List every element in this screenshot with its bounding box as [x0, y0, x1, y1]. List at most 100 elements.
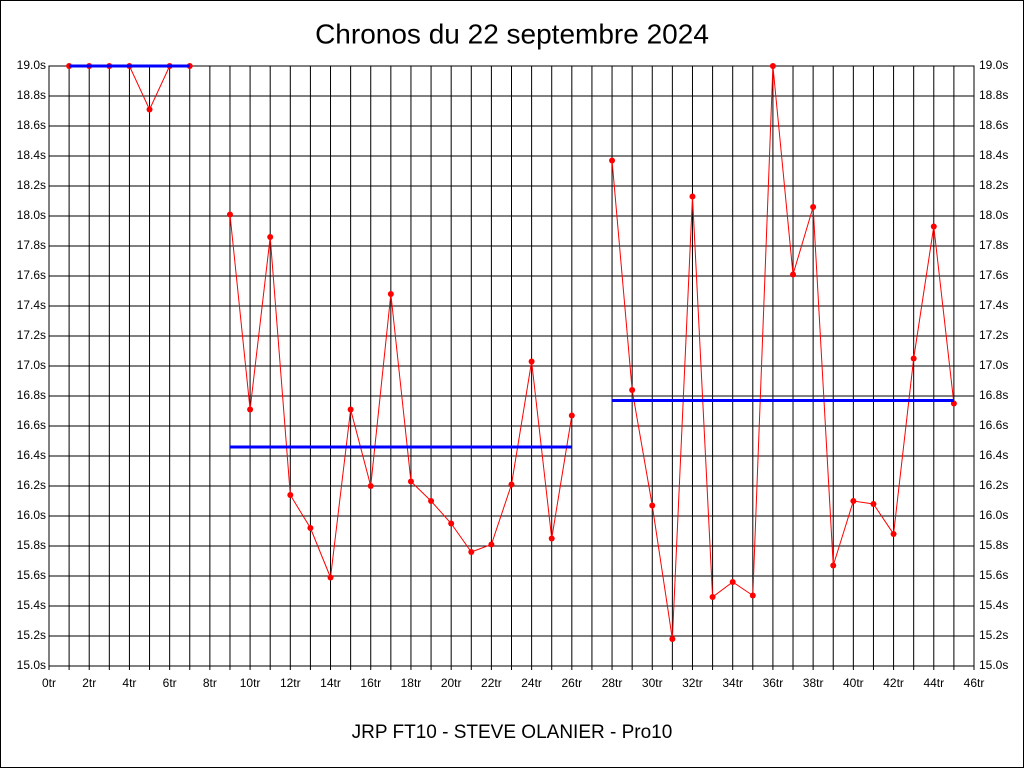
x-tick-label: 44tr — [923, 676, 944, 690]
y2-tick-label: 16.4s — [979, 448, 1008, 462]
x-tick-label: 34tr — [722, 676, 743, 690]
y2-tick-label: 16.0s — [979, 508, 1008, 522]
y-tick-label: 17.0s — [17, 358, 46, 372]
y-tick-label: 15.4s — [17, 598, 46, 612]
point — [689, 193, 696, 200]
point — [709, 594, 716, 600]
x-tick-label: 32tr — [682, 676, 703, 690]
point — [850, 498, 857, 504]
x-tick-label: 14tr — [320, 676, 341, 690]
y-tick-label: 15.0s — [17, 658, 46, 672]
y-tick-label: 18.4s — [17, 148, 46, 162]
y2-tick-label: 16.2s — [979, 478, 1008, 492]
y2-tick-label: 18.0s — [979, 208, 1008, 222]
y-tick-label: 15.2s — [17, 628, 46, 642]
x-tick-label: 16tr — [360, 676, 381, 690]
y2-tick-label: 15.2s — [979, 628, 1008, 642]
y2-tick-label: 18.2s — [979, 178, 1008, 192]
x-tick-label: 12tr — [280, 676, 301, 690]
point — [649, 502, 656, 509]
point — [407, 478, 414, 485]
point — [568, 412, 575, 419]
y2-tick-label: 17.8s — [979, 238, 1008, 252]
y-tick-label: 16.0s — [17, 508, 46, 522]
point — [870, 501, 877, 507]
y2-tick-label: 18.8s — [979, 88, 1008, 102]
point — [307, 525, 314, 531]
x-tick-label: 2tr — [82, 676, 96, 690]
point — [629, 387, 636, 393]
x-tick-label: 30tr — [642, 676, 663, 690]
y2-tick-label: 17.0s — [979, 358, 1008, 372]
point — [669, 636, 676, 642]
y-tick-label: 17.6s — [17, 268, 46, 282]
point — [528, 358, 535, 365]
y-tick-label: 16.8s — [17, 388, 46, 402]
x-axis-label: JRP FT10 - STEVE OLANIER - Pro10 — [352, 722, 673, 743]
x-tick-label: 42tr — [883, 676, 904, 690]
point — [609, 157, 616, 164]
point — [287, 492, 294, 498]
point — [468, 549, 475, 555]
x-tick-label: 0tr — [42, 676, 56, 690]
y2-tick-label: 18.4s — [979, 148, 1008, 162]
y2-tick-label: 15.8s — [979, 538, 1008, 552]
y2-tick-label: 18.6s — [979, 118, 1008, 132]
y2-tick-label: 15.4s — [979, 598, 1008, 612]
y-tick-label: 18.0s — [17, 208, 46, 222]
y2-tick-label: 19.0s — [979, 58, 1008, 72]
point — [790, 271, 797, 278]
x-tick-label: 4tr — [122, 676, 136, 690]
x-tick-label: 38tr — [803, 676, 824, 690]
point — [387, 291, 394, 297]
x-tick-label: 40tr — [843, 676, 864, 690]
x-tick-label: 46tr — [964, 676, 985, 690]
x-tick-label: 28tr — [602, 676, 623, 690]
x-tick-label: 20tr — [441, 676, 462, 690]
y-tick-label: 18.6s — [17, 118, 46, 132]
y2-tick-label: 15.6s — [979, 568, 1008, 582]
x-tick-label: 8tr — [203, 676, 217, 690]
y2-tick-label: 17.4s — [979, 298, 1008, 312]
point — [890, 531, 897, 537]
point — [267, 234, 274, 240]
point — [930, 223, 937, 230]
point — [830, 562, 837, 569]
y-tick-label: 17.4s — [17, 298, 46, 312]
y-tick-label: 17.2s — [17, 328, 46, 342]
point — [367, 483, 374, 489]
point — [508, 481, 515, 488]
point — [146, 106, 153, 113]
y2-tick-label: 15.0s — [979, 658, 1008, 672]
y-tick-label: 17.8s — [17, 238, 46, 252]
x-tick-label: 18tr — [401, 676, 422, 690]
point — [729, 579, 736, 585]
point — [226, 211, 233, 218]
point — [810, 204, 817, 210]
y-tick-label: 16.4s — [17, 448, 46, 462]
point — [910, 355, 917, 362]
y2-tick-label: 17.2s — [979, 328, 1008, 342]
x-tick-label: 10tr — [240, 676, 261, 690]
y-tick-label: 15.6s — [17, 568, 46, 582]
point — [488, 541, 495, 548]
y2-tick-label: 17.6s — [979, 268, 1008, 282]
point — [448, 520, 455, 527]
point — [347, 406, 354, 413]
y-tick-label: 18.8s — [17, 88, 46, 102]
x-tick-label: 26tr — [561, 676, 582, 690]
y2-tick-label: 16.6s — [979, 418, 1008, 432]
y-tick-label: 16.6s — [17, 418, 46, 432]
y-tick-label: 18.2s — [17, 178, 46, 192]
x-tick-label: 22tr — [481, 676, 502, 690]
x-tick-label: 6tr — [163, 676, 177, 690]
point — [749, 592, 756, 599]
point — [428, 498, 435, 504]
chart-title: Chronos du 22 septembre 2024 — [315, 18, 709, 49]
y2-tick-label: 16.8s — [979, 388, 1008, 402]
x-tick-label: 24tr — [521, 676, 542, 690]
point — [548, 535, 555, 542]
point — [769, 63, 776, 69]
point — [247, 406, 254, 413]
